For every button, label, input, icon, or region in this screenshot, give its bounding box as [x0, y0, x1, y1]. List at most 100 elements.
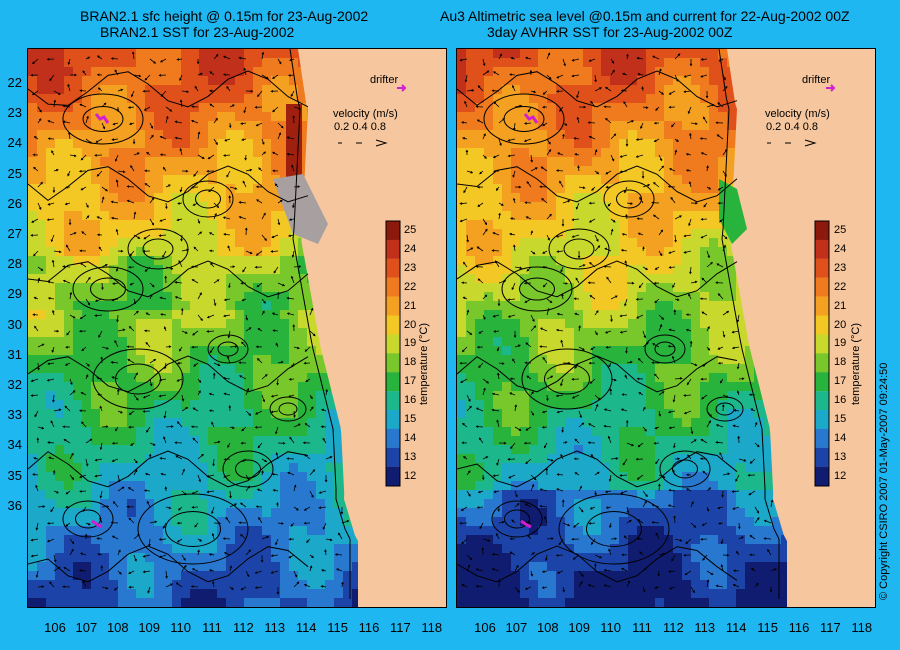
sst-cell: [727, 157, 736, 166]
sst-cell: [298, 481, 307, 490]
sst-cell: [484, 283, 493, 292]
sst-cell: [64, 517, 73, 526]
sst-cell: [118, 400, 127, 409]
velocity-arrow: [143, 106, 151, 111]
sst-cell: [235, 517, 244, 526]
sst-cell: [199, 274, 208, 283]
sst-cell: [235, 499, 244, 508]
sst-cell: [493, 76, 502, 85]
sst-cell: [691, 256, 700, 265]
sst-cell: [619, 247, 628, 256]
velocity-arrow: [340, 506, 344, 515]
sst-cell: [583, 85, 592, 94]
sst-cell: [199, 445, 208, 454]
velocity-arrow: [133, 74, 142, 78]
sst-cell: [244, 310, 253, 319]
sst-cell: [307, 508, 316, 517]
sst-cell: [64, 211, 73, 220]
sst-cell: [271, 139, 280, 148]
sst-cell: [646, 58, 655, 67]
sst-cell: [181, 319, 190, 328]
sst-cell: [253, 229, 262, 238]
sst-cell: [127, 319, 136, 328]
velocity-arrow: [321, 408, 327, 412]
sst-cell: [655, 292, 664, 301]
sst-cell: [154, 283, 163, 292]
sst-cell: [709, 76, 718, 85]
sst-cell: [217, 445, 226, 454]
sst-cell: [163, 562, 172, 571]
sst-cell: [190, 418, 199, 427]
sst-cell: [691, 157, 700, 166]
sst-cell: [55, 598, 64, 607]
sst-cell: [73, 562, 82, 571]
sst-cell: [163, 544, 172, 553]
sst-cell: [91, 94, 100, 103]
sst-cell: [91, 229, 100, 238]
sst-cell: [64, 301, 73, 310]
sst-cell: [235, 193, 244, 202]
velocity-arrow: [191, 279, 199, 284]
velocity-arrow: [192, 330, 199, 336]
sst-cell: [253, 67, 262, 76]
sst-cell: [691, 175, 700, 184]
velocity-arrow: [245, 89, 254, 93]
sst-cell: [298, 139, 307, 148]
velocity-arrow: [133, 298, 137, 305]
sst-cell: [190, 355, 199, 364]
sst-cell: [262, 58, 271, 67]
sst-cell: [502, 256, 511, 265]
sst-cell: [163, 202, 172, 211]
sst-cell: [136, 427, 145, 436]
sst-cell: [298, 598, 307, 607]
sst-cell: [37, 490, 46, 499]
velocity-arrow: [143, 489, 151, 492]
sst-cell: [226, 553, 235, 562]
sst-cell: [217, 400, 226, 409]
velocity-arrow: [110, 361, 119, 364]
sst-cell: [637, 310, 646, 319]
sst-cell: [235, 490, 244, 499]
sst-cell: [316, 355, 325, 364]
sst-cell: [673, 274, 682, 283]
sst-cell: [691, 238, 700, 247]
sst-cell: [682, 121, 691, 130]
sst-cell: [289, 346, 298, 355]
sst-cell: [664, 67, 673, 76]
sst-cell: [145, 517, 154, 526]
sst-cell: [208, 49, 217, 58]
sst-cell: [520, 130, 529, 139]
sst-cell: [46, 220, 55, 229]
sst-cell: [226, 346, 235, 355]
sst-cell: [718, 256, 727, 265]
sst-cell: [244, 490, 253, 499]
sst-cell: [208, 193, 217, 202]
sst-cell: [118, 490, 127, 499]
sst-cell: [46, 112, 55, 121]
velocity-arrow: [48, 456, 55, 460]
sst-cell: [673, 256, 682, 265]
sst-cell: [37, 184, 46, 193]
sst-cell: [457, 139, 466, 148]
sst-cell: [82, 139, 91, 148]
sst-cell: [154, 94, 163, 103]
sst-cell: [262, 481, 271, 490]
sst-cell: [64, 598, 73, 607]
sst-cell: [55, 364, 64, 373]
sst-cell: [583, 175, 592, 184]
sst-cell: [37, 139, 46, 148]
velocity-arrow: [245, 387, 250, 396]
sst-cell: [691, 229, 700, 238]
sst-cell: [28, 256, 37, 265]
sst-cell: [475, 112, 484, 121]
sst-cell: [271, 157, 280, 166]
sst-cell: [700, 184, 709, 193]
sst-cell: [352, 598, 361, 607]
sst-cell: [37, 499, 46, 508]
sst-cell: [307, 589, 316, 598]
sst-cell: [226, 598, 235, 607]
velocity-arrow: [142, 570, 151, 574]
velocity-arrow: [179, 74, 183, 82]
velocity-arrow: [272, 106, 279, 113]
sst-cell: [280, 400, 289, 409]
